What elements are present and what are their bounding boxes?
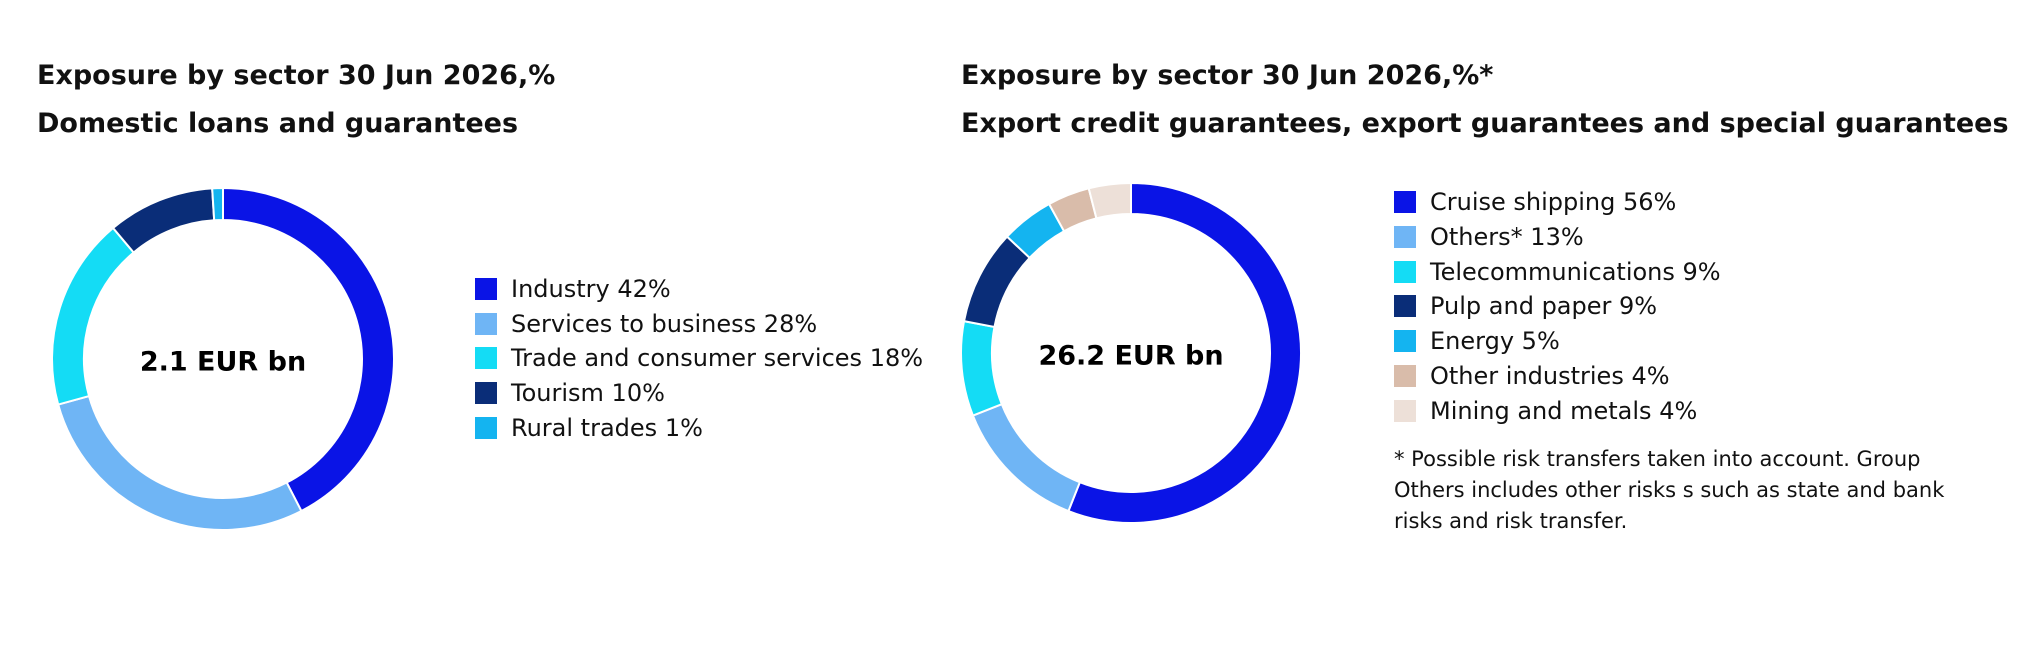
legend-entry: Pulp and paper 9% bbox=[1394, 292, 1657, 320]
donut-segment bbox=[1067, 181, 1303, 524]
legend-value: 13% bbox=[1530, 222, 1584, 251]
legend-swatch bbox=[1394, 399, 1416, 422]
center-label: 26.2 EUR bn bbox=[1038, 341, 1223, 372]
chart-title: Exposure by sector 30 Jun 2026,%* bbox=[961, 60, 1494, 91]
donut-segment bbox=[211, 186, 224, 222]
legend-swatch bbox=[475, 416, 497, 439]
legend-entry: Cruise shipping 56% bbox=[1394, 188, 1676, 216]
legend-value: 56% bbox=[1623, 188, 1677, 216]
legend-value: 10% bbox=[611, 379, 665, 408]
donut-segment bbox=[56, 394, 303, 531]
legend-entry: Services to business 28% bbox=[475, 310, 817, 338]
donut-segment bbox=[960, 319, 1004, 417]
legend-label: Telecommunications bbox=[1430, 257, 1675, 286]
legend-value: 1% bbox=[664, 413, 703, 442]
legend-label: Other industries bbox=[1430, 362, 1624, 390]
legend-swatch bbox=[1394, 330, 1416, 353]
legend-entry: Other industries 4% bbox=[1394, 362, 1670, 390]
legend-label: Rural trades bbox=[511, 413, 658, 442]
center-label: 2.1 EUR bn bbox=[140, 347, 306, 378]
legend-swatch bbox=[475, 382, 497, 405]
legend-swatch bbox=[1394, 295, 1416, 318]
legend-label: Cruise shipping bbox=[1430, 188, 1616, 216]
donut-segment bbox=[1087, 181, 1132, 220]
legend-value: 18% bbox=[869, 344, 924, 373]
legend-swatch bbox=[1394, 365, 1416, 387]
legend-entry: Energy 5% bbox=[1394, 327, 1560, 355]
legend-value: 4% bbox=[1631, 362, 1670, 390]
legend-label: Services to business bbox=[511, 309, 757, 338]
chart-title: Exposure by sector 30 Jun 2026,% bbox=[37, 60, 556, 91]
legend-value: 28% bbox=[763, 309, 818, 338]
legend-entry: Telecommunications 9% bbox=[1394, 258, 1721, 286]
donut-segment bbox=[971, 402, 1082, 513]
legend-label: Tourism bbox=[511, 379, 604, 408]
legend-swatch bbox=[475, 278, 497, 300]
legend-entry: Rural trades 1% bbox=[475, 414, 703, 442]
legend-label: Mining and metals bbox=[1430, 396, 1652, 425]
legend-value: 9% bbox=[1619, 292, 1658, 321]
legend-entry: Others* 13% bbox=[1394, 223, 1584, 251]
legend-swatch bbox=[475, 347, 497, 370]
chart-subtitle: Domestic loans and guarantees bbox=[37, 108, 519, 139]
legend-entry: Tourism 10% bbox=[475, 379, 665, 407]
legend-entry: Mining and metals 4% bbox=[1394, 397, 1697, 425]
legend-label: Others* bbox=[1430, 222, 1523, 251]
legend-value: 4% bbox=[1659, 396, 1698, 425]
donut-segment bbox=[51, 226, 136, 406]
chart-subtitle: Export credit guarantees, export guarant… bbox=[961, 108, 2009, 139]
legend-swatch bbox=[1394, 191, 1416, 213]
donut-segment bbox=[111, 187, 216, 254]
donut-segment bbox=[962, 235, 1032, 329]
legend-label: Trade and consumer services bbox=[511, 344, 863, 373]
legend-swatch bbox=[475, 312, 497, 335]
legend-label: Industry bbox=[511, 275, 610, 303]
legend-label: Energy bbox=[1430, 327, 1515, 356]
footnote: * Possible risk transfers taken into acc… bbox=[1394, 447, 1945, 533]
legend-value: 5% bbox=[1521, 327, 1560, 356]
legend-entry: Trade and consumer services 18% bbox=[475, 344, 923, 372]
legend-swatch bbox=[1394, 225, 1416, 248]
legend-swatch bbox=[1394, 260, 1416, 283]
legend-entry: Industry 42% bbox=[475, 275, 671, 303]
legend-value: 9% bbox=[1682, 257, 1721, 286]
legend-label: Pulp and paper bbox=[1430, 292, 1612, 321]
legend-value: 42% bbox=[617, 275, 671, 303]
